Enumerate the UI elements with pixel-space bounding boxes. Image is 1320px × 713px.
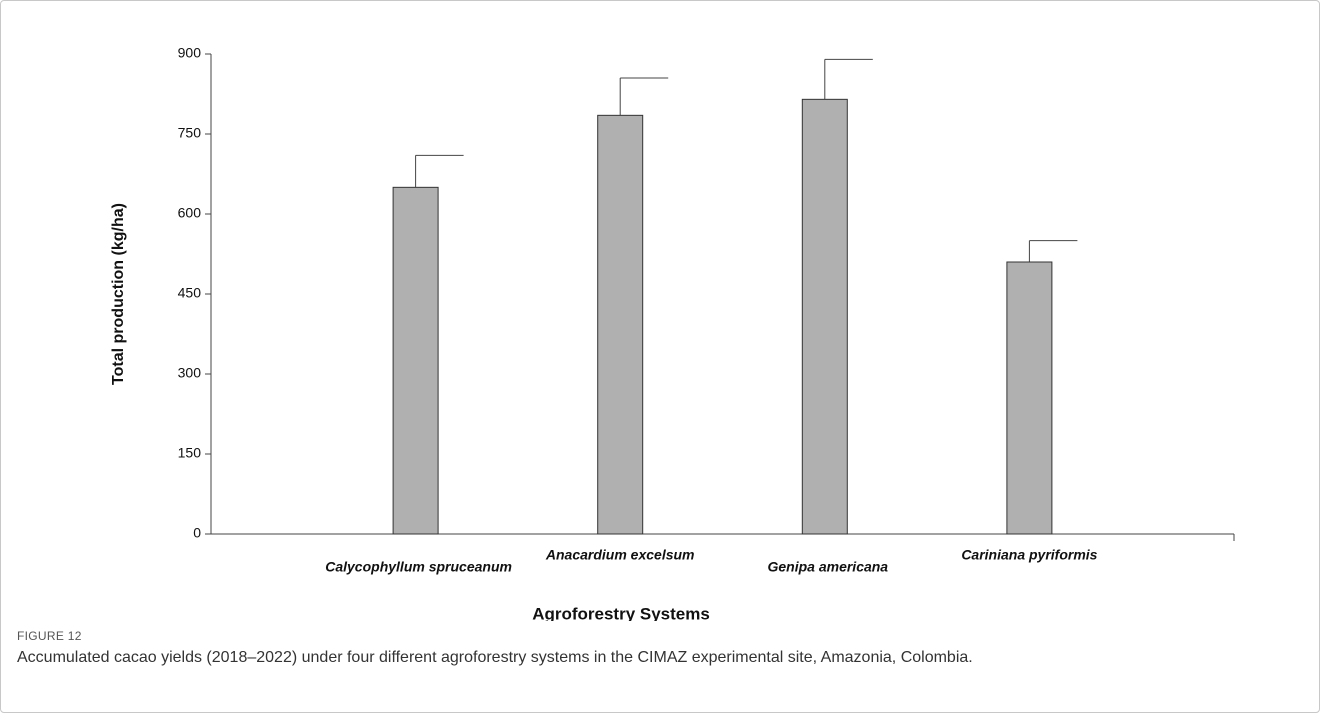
x-tick-label: Genipa americana [767, 559, 888, 575]
y-tick-label: 750 [178, 125, 202, 141]
bar [1006, 261, 1053, 535]
bar [392, 186, 439, 535]
bar [597, 114, 644, 535]
bar [801, 98, 848, 535]
x-tick-label: Calycophyllum spruceanum [325, 559, 512, 575]
y-tick-label: 0 [193, 525, 201, 541]
caption: Accumulated cacao yields (2018–2022) und… [17, 649, 973, 666]
y-tick-label: 600 [178, 205, 202, 221]
y-axis-title: Total production (kg/ha) [110, 203, 127, 385]
chart: Agroforestry Systems Total production (k… [110, 45, 1235, 623]
figure-label: FIGURE 12 [17, 629, 82, 643]
y-tick-label: 300 [178, 365, 202, 381]
y-tick-label: 900 [178, 45, 202, 61]
x-tick-label: Cariniana pyriformis [961, 547, 1097, 563]
x-tick-label: Anacardium excelsum [545, 547, 695, 563]
y-tick-label: 150 [178, 445, 202, 461]
x-axis-title: Agroforestry Systems [532, 604, 710, 621]
y-tick-label: 450 [178, 285, 202, 301]
